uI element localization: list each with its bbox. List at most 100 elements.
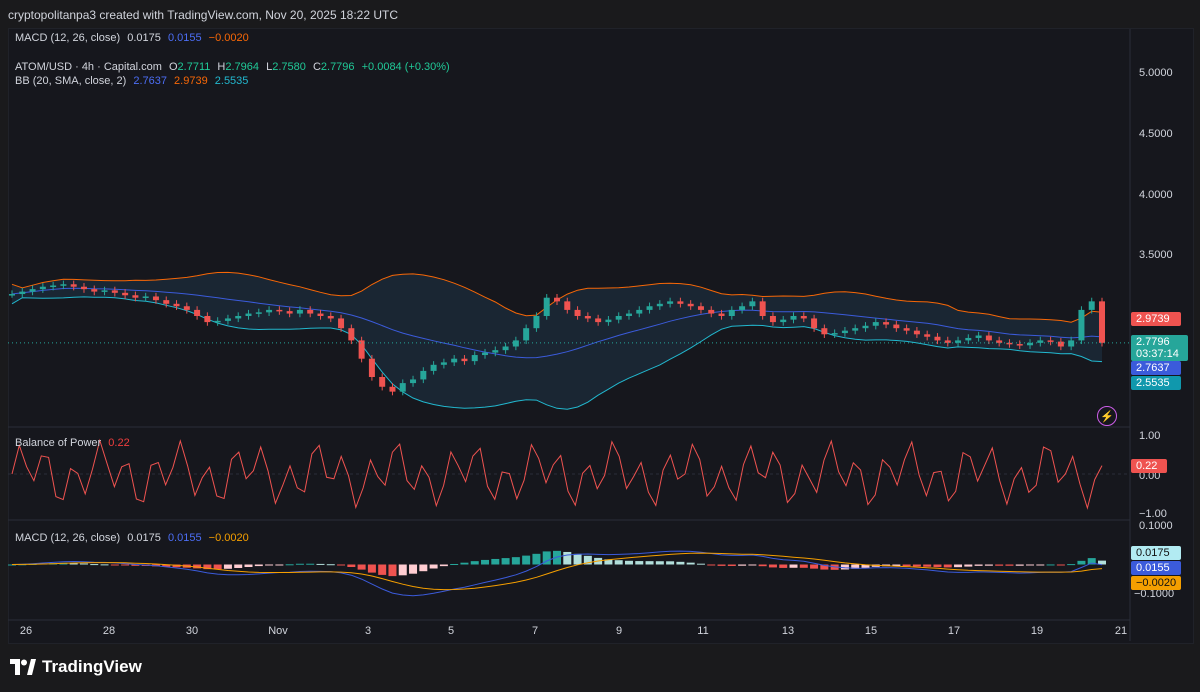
- legend-bb-label[interactable]: BB (20, SMA, close, 2): [15, 75, 127, 87]
- legend-macd-bottom-label[interactable]: MACD (12, 26, close): [15, 532, 121, 544]
- legend-bop-label[interactable]: Balance of Power: [15, 437, 102, 449]
- candle-body: [379, 377, 386, 387]
- candle-body: [1088, 301, 1095, 310]
- macd-histogram-bar: [892, 564, 901, 567]
- candle-body: [512, 340, 519, 347]
- candle-body: [934, 336, 941, 341]
- time-tick: 7: [531, 625, 539, 637]
- signal-line: [11, 552, 1103, 591]
- candle-body: [1006, 342, 1013, 345]
- macd-histogram-bar: [491, 558, 500, 565]
- candle-body: [224, 318, 231, 321]
- macd-histogram-bar: [172, 564, 181, 568]
- bop-line: [11, 438, 1103, 510]
- candle-body: [101, 290, 108, 292]
- macd-histogram-bar: [419, 564, 428, 572]
- candle-body: [245, 313, 252, 316]
- candle-body: [605, 319, 612, 323]
- candle-body: [656, 303, 663, 307]
- candle-body: [492, 350, 499, 353]
- chart-area[interactable]: [8, 28, 1194, 644]
- candle-body: [1099, 301, 1105, 343]
- candle-body: [975, 335, 982, 338]
- macd-histogram-bar: [738, 564, 747, 566]
- candle-body: [564, 301, 571, 310]
- candle-body: [50, 285, 57, 287]
- candle-body: [872, 322, 879, 326]
- legend-macd-bottom: MACD (12, 26, close) 0.0175 0.0155 −0.00…: [15, 532, 253, 544]
- time-tick: 26: [19, 625, 33, 637]
- candle-body: [296, 309, 303, 314]
- macd-histogram-bar: [121, 564, 130, 566]
- candle-body: [996, 340, 1003, 343]
- legend-symbol[interactable]: ATOM/USD · 4h · Capital.com: [15, 61, 162, 73]
- candle-body: [1047, 340, 1054, 342]
- candle-body: [708, 309, 715, 314]
- macd-histogram-bar: [326, 564, 335, 566]
- candle-body: [122, 292, 129, 296]
- candle-body: [1037, 340, 1044, 343]
- macd-histogram-bar: [1026, 564, 1035, 566]
- candle-body: [440, 362, 447, 365]
- macd-histogram-bar: [583, 555, 592, 565]
- macd-histogram-bar: [1015, 564, 1024, 566]
- macd-tick: −0.1000: [1134, 588, 1175, 600]
- tradingview-logo[interactable]: TradingView: [10, 657, 142, 677]
- macd-histogram-bar: [244, 564, 253, 568]
- candle-body: [636, 309, 643, 314]
- legend-macd-bottom-signal: 0.0155: [167, 532, 202, 544]
- time-tick: 15: [864, 625, 878, 637]
- macd-histogram-bar: [789, 564, 798, 568]
- candle-body: [183, 306, 190, 310]
- legend-c-value: 2.7796: [320, 61, 355, 73]
- macd-histogram-bar: [902, 564, 911, 567]
- candle-body: [533, 316, 540, 329]
- macd-histogram-bar: [450, 563, 459, 565]
- macd-histogram-bar: [254, 564, 263, 567]
- macd-histogram-bar: [748, 564, 757, 566]
- candle-body: [831, 333, 838, 335]
- macd-histogram-bar: [768, 564, 777, 568]
- candle-body: [687, 303, 694, 307]
- candle-body: [327, 316, 334, 319]
- price-tag-bb-lower: 2.5535: [1131, 376, 1181, 390]
- candle-body: [338, 318, 345, 329]
- macd-histogram-bar: [943, 564, 952, 568]
- candle-body: [111, 290, 118, 293]
- candle-body: [19, 291, 26, 295]
- macd-histogram-bar: [635, 561, 644, 565]
- macd-histogram-bar: [563, 551, 572, 565]
- time-tick: 21: [1114, 625, 1128, 637]
- macd-histogram-bar: [645, 561, 654, 565]
- legend-macd-bottom-value: 0.0175: [127, 532, 161, 544]
- candle-body: [841, 330, 848, 334]
- candle-body: [461, 358, 468, 362]
- candle-body: [739, 306, 746, 310]
- candle-body: [235, 316, 242, 319]
- candle-body: [266, 309, 273, 313]
- macd-histogram-bar: [275, 564, 284, 566]
- time-tick: 30: [185, 625, 199, 637]
- candle-body: [70, 284, 77, 287]
- candle-body: [646, 306, 653, 310]
- macd-histogram-bar: [110, 564, 119, 566]
- candle-body: [502, 346, 509, 351]
- bop-tag: 0.22: [1131, 459, 1167, 473]
- candle-body: [595, 318, 602, 323]
- candle-body: [430, 364, 437, 371]
- legend-macd-top-label: MACD (12, 26, close): [15, 32, 121, 44]
- candle-body: [60, 284, 67, 286]
- bb-lower-line: [11, 296, 1103, 410]
- price-tick: 3.5000: [1139, 249, 1173, 261]
- candle-body: [39, 286, 46, 290]
- macd-histogram-bar: [553, 550, 561, 565]
- macd-histogram-bar: [933, 564, 942, 568]
- macd-histogram-bar: [337, 564, 346, 566]
- candle-body: [615, 316, 622, 320]
- legend-bop-value: 0.22: [108, 437, 130, 449]
- macd-histogram-bar: [696, 563, 705, 565]
- time-tick: 5: [447, 625, 455, 637]
- lightning-icon[interactable]: ⚡: [1097, 406, 1117, 426]
- legend-h-label: H: [217, 61, 226, 73]
- legend-macd-top: MACD (12, 26, close) 0.0175 0.0155 −0.00…: [15, 32, 253, 44]
